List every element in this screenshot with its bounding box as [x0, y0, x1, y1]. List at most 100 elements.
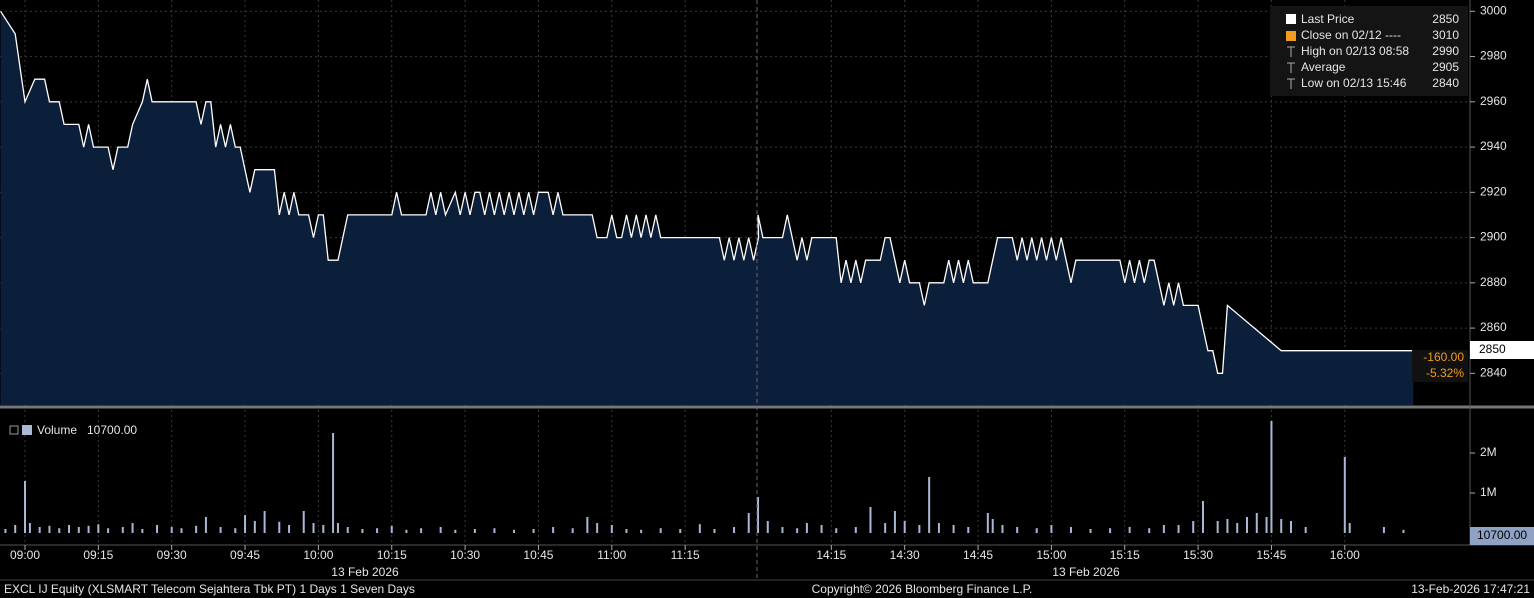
- volume-bar: [68, 525, 71, 533]
- volume-bar: [1192, 521, 1195, 533]
- x-tick-label: 10:00: [303, 548, 333, 562]
- volume-bar: [991, 519, 994, 533]
- last-price-tag: [1470, 341, 1534, 359]
- volume-bar: [552, 527, 555, 533]
- volume-bar: [58, 528, 61, 533]
- volume-bar: [1236, 523, 1239, 533]
- volume-bar: [28, 523, 31, 533]
- change-box: [1412, 350, 1468, 382]
- legend-label: Close on 02/12 ----: [1301, 28, 1401, 42]
- volume-bar: [48, 525, 51, 533]
- y-tick-label: 3000: [1480, 3, 1507, 17]
- legend-label: Average: [1301, 60, 1346, 74]
- volume-bar: [952, 525, 955, 533]
- volume-bar: [903, 521, 906, 533]
- volume-bar: [893, 511, 896, 533]
- x-tick-label: 14:15: [816, 548, 846, 562]
- volume-bar: [698, 524, 701, 533]
- legend-swatch: [1286, 31, 1296, 41]
- x-tick-label: 10:15: [377, 548, 407, 562]
- axis-layer: 2840 2860 2880 2900 2920 2940 2960 2980 3000 1M 2M…: [10, 3, 1507, 579]
- volume-bar: [820, 525, 823, 533]
- legend-value: 2840: [1432, 76, 1459, 90]
- y-tick-label: 2860: [1480, 320, 1507, 334]
- volume-bar: [640, 529, 643, 533]
- x-date-label: 13 Feb 2026: [1052, 565, 1120, 579]
- volume-bar: [757, 497, 759, 533]
- volume-bar: [288, 525, 291, 533]
- volume-bar: [1382, 527, 1385, 533]
- y-tick-label: 1M: [1480, 485, 1497, 499]
- x-tick-label: 14:45: [963, 548, 993, 562]
- y-tick-label: 2900: [1480, 230, 1507, 244]
- volume-bar: [1348, 523, 1351, 533]
- x-tick-label: 11:15: [671, 548, 700, 562]
- volume-bar: [454, 529, 457, 533]
- volume-bar: [121, 527, 124, 533]
- volume-bar: [805, 523, 808, 533]
- volume-bar: [180, 528, 183, 533]
- y-tick-label: 2980: [1480, 49, 1507, 63]
- volume-bar: [376, 528, 379, 533]
- volume-tag-text: 10700.00: [1477, 528, 1527, 542]
- legend-box: [1270, 6, 1468, 96]
- volume-bar: [1402, 529, 1405, 533]
- volume-bar: [1343, 457, 1346, 533]
- volume-bar: [131, 523, 134, 533]
- volume-bar: [346, 527, 349, 533]
- volume-bar: [1216, 521, 1219, 533]
- y-tick-label: 2920: [1480, 184, 1507, 198]
- volume-tag: [1470, 527, 1534, 545]
- volume-bar: [1201, 501, 1204, 533]
- volume-bar: [14, 525, 17, 533]
- volume-bar: [1255, 513, 1258, 533]
- volume-bar: [405, 529, 408, 533]
- volume-bar: [170, 527, 173, 533]
- price-area: [0, 11, 1414, 406]
- volume-bar: [513, 529, 515, 533]
- change: -160.00: [1423, 350, 1464, 364]
- volume-bar: [332, 433, 335, 533]
- last-price-tag-text: 2850: [1479, 342, 1506, 356]
- volume-bar: [571, 528, 574, 533]
- x-tick-label: 15:45: [1256, 548, 1286, 562]
- volume-bar: [195, 525, 198, 533]
- mark-layer: [0, 10, 1414, 533]
- volume-bar: [439, 527, 442, 533]
- volume-bar: [918, 525, 921, 533]
- volume-bar: [1089, 529, 1092, 533]
- y-tick-label: 2960: [1480, 94, 1507, 108]
- x-tick-label: 10:45: [523, 548, 553, 562]
- legend-toggle[interactable]: [9, 425, 19, 435]
- volume-bar: [733, 527, 736, 533]
- volume-bar: [928, 477, 931, 533]
- volume-bar: [1128, 527, 1131, 533]
- volume-bar: [219, 527, 222, 533]
- legend-label: Last Price: [1301, 12, 1355, 26]
- volume-bar: [97, 524, 100, 533]
- legend-glyph: [1287, 78, 1295, 89]
- volume-bar: [1226, 519, 1229, 533]
- volume-bar: [1001, 525, 1004, 533]
- volume-bar: [532, 529, 535, 533]
- volume-bar: [336, 523, 339, 533]
- legend-value: 10700.00: [87, 423, 137, 437]
- legend-value: 2990: [1432, 44, 1459, 58]
- x-tick-label: 15:15: [1110, 548, 1140, 562]
- volume-bar: [322, 525, 325, 533]
- volume-bar: [390, 525, 393, 533]
- change-pct: -5.32%: [1426, 366, 1464, 380]
- legend-rows: Close on 02/12 ---- 3010 High on 02/13 08:…: [1286, 28, 1459, 90]
- volume-bar: [38, 527, 41, 533]
- volume-bar: [747, 513, 750, 533]
- volume-bar: [493, 528, 496, 533]
- volume-bar: [1016, 527, 1019, 533]
- legend-label: Low on 02/13 15:46: [1301, 76, 1407, 90]
- x-date-label: 13 Feb 2026: [331, 565, 399, 579]
- x-tick-label: 09:15: [83, 548, 113, 562]
- legend-label: High on 02/13 08:58: [1301, 44, 1409, 58]
- volume-bar: [713, 529, 716, 533]
- price-line: [0, 10, 1414, 374]
- volume-bar: [986, 513, 989, 533]
- volume-bar: [1265, 517, 1268, 533]
